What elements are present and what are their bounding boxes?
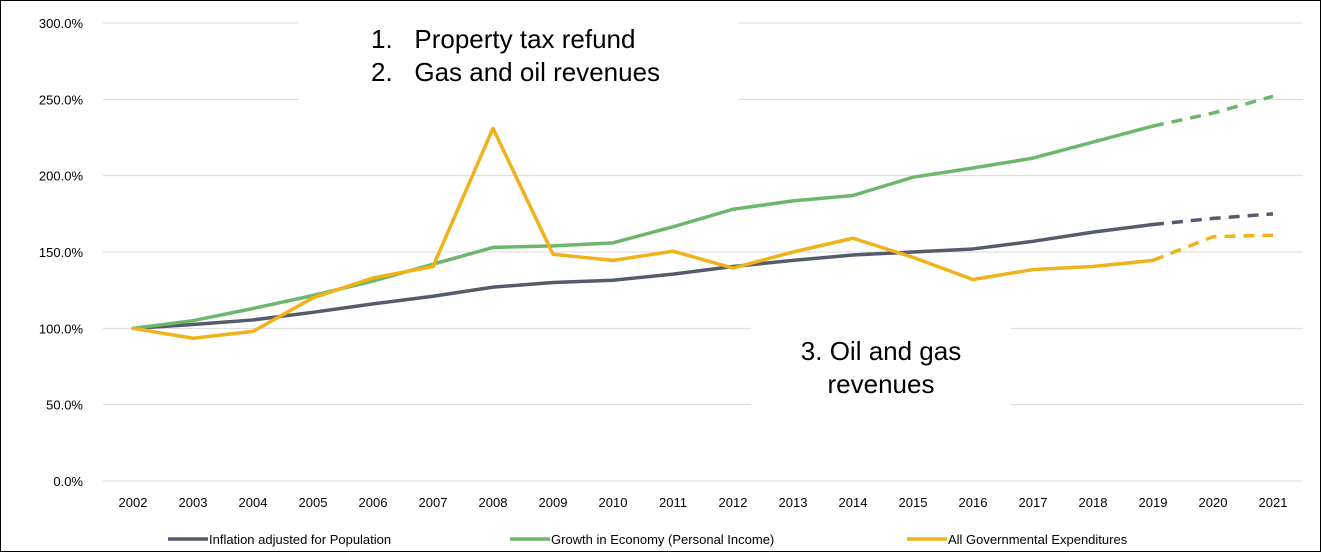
annotation-1-line: 1. Property tax refund <box>371 24 635 54</box>
x-axis-tick-labels: 2002 2003 2004 2005 2006 2007 2008 2009 2010 2011… <box>119 495 1288 510</box>
y-tick-label: 100.0% <box>39 321 84 336</box>
x-tick-label: 2011 <box>659 495 687 510</box>
x-tick-label: 2006 <box>359 495 388 510</box>
x-tick-label: 2020 <box>1199 495 1228 510</box>
x-tick-label: 2010 <box>599 495 628 510</box>
legend-item: Inflation adjusted for Population <box>168 532 391 547</box>
series-projection-2 <box>1153 96 1273 126</box>
x-tick-label: 2004 <box>239 495 268 510</box>
x-tick-label: 2007 <box>419 495 448 510</box>
legend-item: Growth in Economy (Personal Income) <box>510 532 774 547</box>
x-tick-label: 2019 <box>1139 495 1168 510</box>
legend-label: Inflation adjusted for Population <box>209 532 391 547</box>
legend-label: Growth in Economy (Personal Income) <box>551 532 774 547</box>
x-tick-label: 2009 <box>539 495 568 510</box>
x-tick-label: 2013 <box>779 495 808 510</box>
y-axis-tick-labels: 0.0% 50.0% 100.0% 150.0% 200.0% 250.0% 300.0% <box>39 16 84 489</box>
x-tick-label: 2021 <box>1259 495 1288 510</box>
series-projection-3 <box>1153 235 1273 260</box>
y-tick-label: 150.0% <box>39 245 84 260</box>
x-tick-label: 2017 <box>1019 495 1048 510</box>
x-tick-label: 2014 <box>839 495 868 510</box>
series-projection-1 <box>1153 214 1273 225</box>
legend-item: All Governmental Expenditures <box>907 532 1128 547</box>
x-tick-label: 2003 <box>179 495 208 510</box>
y-tick-label: 250.0% <box>39 92 84 107</box>
x-tick-label: 2012 <box>719 495 748 510</box>
y-tick-label: 50.0% <box>46 398 83 413</box>
y-tick-label: 200.0% <box>39 169 84 184</box>
y-tick-label: 0.0% <box>53 474 83 489</box>
annotation-2-line: revenues <box>828 369 935 399</box>
x-tick-label: 2008 <box>479 495 508 510</box>
x-tick-label: 2018 <box>1079 495 1108 510</box>
x-tick-label: 2015 <box>899 495 928 510</box>
y-tick-label: 300.0% <box>39 16 84 31</box>
legend: Inflation adjusted for Population Growth … <box>168 532 1128 547</box>
x-tick-label: 2016 <box>959 495 988 510</box>
x-tick-label: 2005 <box>299 495 328 510</box>
annotation-2-line: 3. Oil and gas <box>801 336 961 366</box>
series-lines <box>133 96 1273 338</box>
series-line-2 <box>133 126 1153 328</box>
legend-label: All Governmental Expenditures <box>948 532 1128 547</box>
annotation-1-line: 2. Gas and oil revenues <box>371 57 660 87</box>
x-tick-label: 2002 <box>119 495 148 510</box>
